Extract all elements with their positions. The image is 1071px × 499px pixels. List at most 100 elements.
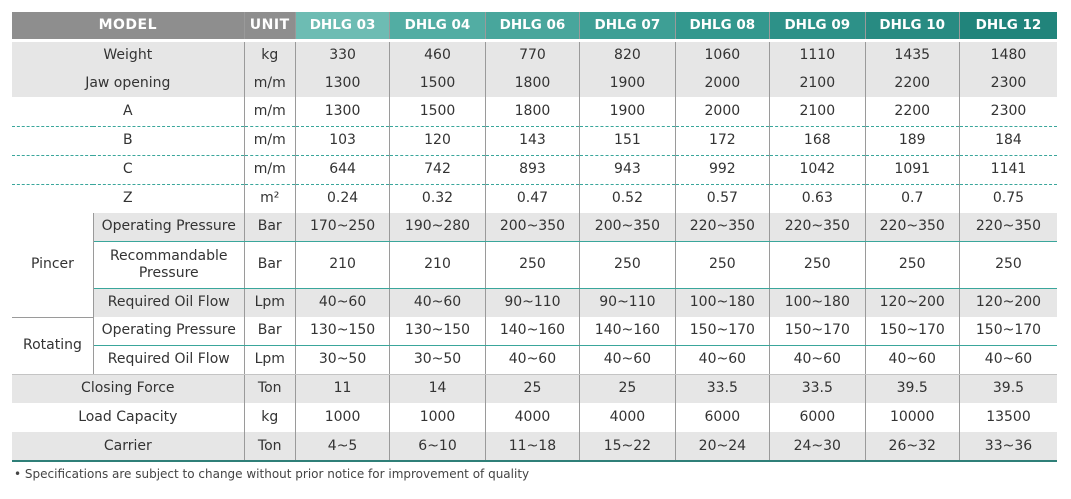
row-unit: kg xyxy=(244,40,296,69)
value-cell: 40~60 xyxy=(389,288,486,317)
value-cell: 742 xyxy=(389,155,486,185)
value-cell: 130~150 xyxy=(295,317,391,346)
model-col-header: DHLG 12 xyxy=(959,12,1057,42)
model-col-header: DHLG 08 xyxy=(675,12,771,42)
value-cell: 1141 xyxy=(959,155,1057,185)
value-cell: 2200 xyxy=(865,69,960,97)
row-label: Closing Force xyxy=(12,374,245,403)
value-cell: 25 xyxy=(485,374,581,403)
value-cell: 11 xyxy=(295,374,391,403)
value-cell: 14 xyxy=(389,374,486,403)
value-cell: 220~350 xyxy=(769,213,866,242)
value-cell: 33.5 xyxy=(675,374,771,403)
value-cell: 20~24 xyxy=(675,432,771,462)
group-label-rotating: Rotating xyxy=(12,317,94,375)
value-cell: 40~60 xyxy=(675,345,771,375)
value-cell: 40~60 xyxy=(769,345,866,375)
value-cell: 770 xyxy=(485,40,581,69)
row-label: Z xyxy=(12,184,245,213)
value-cell: 250 xyxy=(675,241,771,289)
row-unit: m/m xyxy=(244,69,296,97)
value-cell: 13500 xyxy=(986,409,1031,425)
value-cell: 0.63 xyxy=(769,184,866,213)
row-label: Required Oil Flow xyxy=(93,345,245,375)
value-cell: 170~250 xyxy=(295,213,391,242)
value-cell: 1000 xyxy=(295,403,391,432)
row-unit: m/m xyxy=(244,126,296,156)
row-label: A xyxy=(12,97,245,127)
value-cell: 2100 xyxy=(769,97,866,127)
spec-row-rotating-required-oil-flow: Required Oil Flow Lpm 30~50 30~50 40~60 … xyxy=(12,345,1057,375)
value-cell: 1500 xyxy=(389,97,486,127)
value-cell: 2100 xyxy=(769,69,866,97)
value-cell: 2000 xyxy=(675,69,771,97)
model-col-header: DHLG 10 xyxy=(865,12,960,42)
value-cell: 250 xyxy=(485,241,581,289)
value-cell: 250 xyxy=(959,241,1057,289)
unit-header: UNIT xyxy=(244,12,296,42)
spec-row-z: Z m² 0.24 0.32 0.47 0.52 0.57 0.63 0.7 0… xyxy=(12,184,1057,213)
row-label: Operating Pressure xyxy=(93,213,245,242)
value-cell: 1091 xyxy=(865,155,960,185)
value-cell: 26~32 xyxy=(865,432,960,462)
spec-row-carrier: Carrier Ton 4~5 6~10 11~18 15~22 20~24 2… xyxy=(12,432,1057,462)
value-cell: 1435 xyxy=(865,40,960,69)
value-cell: 120~200 xyxy=(975,294,1042,311)
value-cell: 150~170 xyxy=(675,317,771,346)
spec-row-pincer-recommandable-pressure: Recommandable Pressure Bar 210 210 250 2… xyxy=(12,241,1057,289)
value-cell: 40~60 xyxy=(865,345,960,375)
row-unit: Bar xyxy=(244,241,296,289)
value-cell: 130~150 xyxy=(389,317,486,346)
model-col-header: DHLG 03 xyxy=(295,12,391,42)
value-cell: 33~36 xyxy=(959,432,1057,462)
value-cell: 992 xyxy=(675,155,771,185)
row-label: Required Oil Flow xyxy=(93,288,245,317)
value-cell: 25 xyxy=(579,374,676,403)
spec-row-load-capacity: Load Capacity kg 1000 1000 4000 4000 600… xyxy=(12,403,1057,432)
row-label: Recommandable Pressure xyxy=(93,241,245,289)
value-cell: 1500 xyxy=(389,69,486,97)
value-cell: 150~170 xyxy=(959,317,1057,346)
value-cell: 220~350 xyxy=(959,213,1057,242)
value-cell: 1300 xyxy=(295,97,391,127)
value-cell: 4000 xyxy=(579,403,676,432)
value-cell: 250 xyxy=(769,241,866,289)
group-label-pincer: Pincer xyxy=(12,213,94,318)
value-cell: 1480 xyxy=(990,46,1027,63)
value-cell: 2200 xyxy=(865,97,960,127)
footnote: • Specifications are subject to change w… xyxy=(14,467,530,481)
row-label: Carrier xyxy=(12,432,245,462)
value-cell: 15~22 xyxy=(579,432,676,462)
spec-row-pincer-required-oil-flow: Required Oil Flow Lpm 40~60 40~60 90~110… xyxy=(12,288,1057,317)
value-cell: 250 xyxy=(579,241,676,289)
value-cell: 11~18 xyxy=(485,432,581,462)
value-cell: 100~180 xyxy=(769,288,866,317)
value-cell: 24~30 xyxy=(769,432,866,462)
row-unit: m/m xyxy=(244,97,296,127)
model-col-header: DHLG 09 xyxy=(769,12,866,42)
value-cell: 100~180 xyxy=(675,288,771,317)
spec-row-a: A m/m 1300 1500 1800 1900 2000 2100 2200… xyxy=(12,97,1057,127)
row-label: B xyxy=(12,126,245,156)
spec-row-rotating-operating-pressure: Rotating Operating Pressure Bar 130~150 … xyxy=(12,317,1057,375)
value-cell: 0.47 xyxy=(485,184,581,213)
value-cell: 151 xyxy=(579,126,676,156)
value-cell: 0.52 xyxy=(579,184,676,213)
value-cell: 1000 xyxy=(389,403,486,432)
row-unit: m/m xyxy=(244,155,296,185)
model-col-header: DHLG 07 xyxy=(579,12,676,42)
value-cell: 40~60 xyxy=(485,345,581,375)
value-cell: 0.75 xyxy=(992,190,1025,207)
value-cell: 40~60 xyxy=(959,345,1057,375)
value-cell: 90~110 xyxy=(579,288,676,317)
spec-row-jaw-opening: Jaw opening m/m 1300 1500 1800 1900 2000… xyxy=(12,69,1057,97)
value-cell: 2000 xyxy=(675,97,771,127)
value-cell: 10000 xyxy=(865,403,960,432)
spec-row-b: B m/m 103 120 143 151 172 168 189 184 xyxy=(12,126,1057,156)
row-label: C xyxy=(12,155,245,185)
value-cell: 168 xyxy=(769,126,866,156)
value-cell: 644 xyxy=(295,155,391,185)
row-unit: Bar xyxy=(244,213,296,242)
value-cell: 120 xyxy=(389,126,486,156)
row-label: Load Capacity xyxy=(12,403,245,432)
